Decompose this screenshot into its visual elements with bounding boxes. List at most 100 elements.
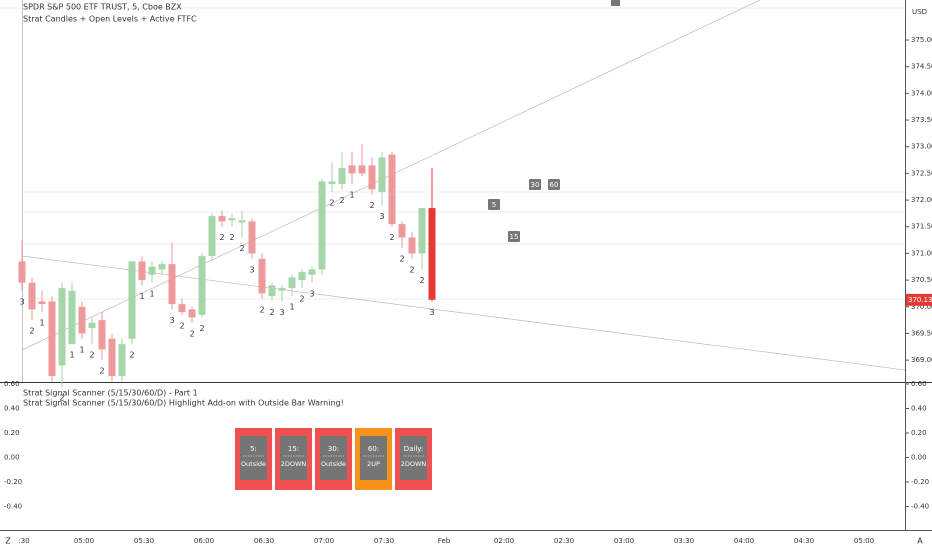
candle-body	[388, 154, 396, 225]
scanner-timeframe: 15:	[288, 445, 299, 453]
strat-label: 2	[229, 233, 234, 242]
strat-label: 2	[409, 265, 414, 274]
candle-body	[108, 338, 116, 377]
strat-label: 3	[429, 308, 434, 317]
candle-body	[128, 261, 136, 339]
candle-body	[188, 309, 196, 318]
scanner-cell-inner	[240, 436, 267, 480]
strat-label: 2	[89, 351, 94, 360]
candle-body	[378, 157, 386, 193]
strat-label: 2	[269, 308, 274, 317]
chart-content: 369.00 369.50 370.00 370.50 371.00 371.50 372.…	[4, 36, 932, 545]
x-tick-label: 04:30	[794, 537, 814, 545]
candle-body	[28, 282, 36, 310]
candle-body	[78, 306, 86, 334]
candle-body	[158, 264, 166, 270]
strat-label: 2	[179, 321, 184, 330]
strat-label: 1	[349, 191, 354, 200]
scanner-state: Outside	[241, 460, 266, 468]
strat-label: 1	[139, 292, 144, 301]
candle-body	[358, 165, 366, 174]
candle-body	[328, 181, 336, 185]
y-tick-label: 370.50	[911, 276, 932, 284]
auto-scale-button[interactable]: A	[917, 537, 923, 546]
y-tick-label: 374.00	[911, 89, 932, 97]
x-tick-label: 05:30	[134, 537, 154, 545]
symbol-title: SPDR S&P 500 ETF TRUST, 5, Cboe BZX	[23, 3, 182, 12]
candle-body	[168, 264, 176, 305]
strat-label: 2	[199, 324, 204, 333]
y-tick-label: -0.20	[911, 478, 929, 486]
level-tag-label: 30	[531, 181, 540, 189]
strat-label: 1	[289, 303, 294, 312]
y-tick-label: 371.50	[911, 223, 932, 231]
y-tick-label: -0.20	[4, 478, 22, 486]
candle-body	[198, 256, 206, 315]
y-tick-label: 372.50	[911, 169, 932, 177]
scanner-timeframe: Daily:	[404, 445, 424, 453]
candle-body	[138, 261, 146, 281]
pane-title: Strat Signal Scanner (5/15/30/60/D) High…	[23, 399, 344, 408]
candle-body	[258, 258, 266, 294]
candle-body	[18, 261, 26, 283]
strat-label: 3	[309, 289, 314, 298]
x-tick-label: 06:00	[194, 537, 214, 545]
y-tick-label: 0.20	[4, 429, 20, 437]
y-tick-label: 0.60	[911, 380, 927, 388]
strat-label: 2	[99, 367, 104, 376]
candle-body	[368, 165, 376, 190]
y-tick-label: 370.00	[911, 303, 932, 311]
candle-body	[338, 168, 346, 185]
strat-label: 1	[39, 319, 44, 328]
candle-body	[288, 277, 296, 289]
strat-label: 2	[29, 327, 34, 336]
level-tag-label: 60	[550, 181, 559, 189]
candle-body	[308, 269, 316, 275]
scanner-state: 2DOWN	[281, 460, 307, 468]
x-tick-label: 03:00	[614, 537, 634, 545]
y-tick-label: 374.50	[911, 63, 932, 71]
x-tick-label: 02:30	[554, 537, 574, 545]
candle-body	[58, 288, 66, 366]
candle-body	[88, 322, 96, 329]
candle-body	[398, 224, 406, 238]
candle-body	[228, 218, 236, 221]
strat-label: 3	[249, 265, 254, 274]
level-tag-label: 15	[510, 233, 519, 241]
y-tick-label: 0.60	[4, 380, 20, 388]
strat-label: 2	[389, 233, 394, 242]
level-tag	[488, 199, 500, 210]
y-tick-label: 369.00	[911, 356, 932, 364]
strat-label: 2	[369, 201, 374, 210]
candle-body	[178, 304, 186, 313]
x-tick-label: 06:30	[254, 537, 274, 545]
strat-label: 3	[279, 308, 284, 317]
strat-label: 2	[329, 199, 334, 208]
indicator-title: Strat Candles + Open Levels + Active FTF…	[23, 15, 197, 24]
strat-label: 2	[339, 196, 344, 205]
scanner-timeframe: 5:	[250, 445, 257, 453]
level-tag	[548, 179, 560, 190]
currency: USD	[912, 8, 927, 16]
last-price-label: 370.13	[908, 296, 932, 304]
candle-body	[218, 216, 226, 222]
level-tag	[508, 231, 520, 242]
x-tick-label: 03:30	[674, 537, 694, 545]
strat-label: 2	[59, 393, 64, 402]
scanner-state: 2UP	[367, 460, 380, 468]
candle-body	[278, 288, 286, 291]
x-tick-label: 04:00	[734, 537, 754, 545]
candle-body	[48, 301, 56, 377]
y-tick-label: 0.40	[911, 405, 927, 413]
timezone-button[interactable]: Z	[5, 537, 11, 546]
strat-label: 2	[419, 276, 424, 285]
y-tick-label: 371.00	[911, 249, 932, 257]
level-tag-label: 5	[492, 201, 496, 209]
level-tag	[611, 0, 620, 6]
x-tick-label: 07:00	[314, 537, 334, 545]
x-tick-label: 05:00	[854, 537, 874, 545]
y-tick-label: -0.40	[4, 503, 22, 511]
strat-label: 2	[189, 329, 194, 338]
